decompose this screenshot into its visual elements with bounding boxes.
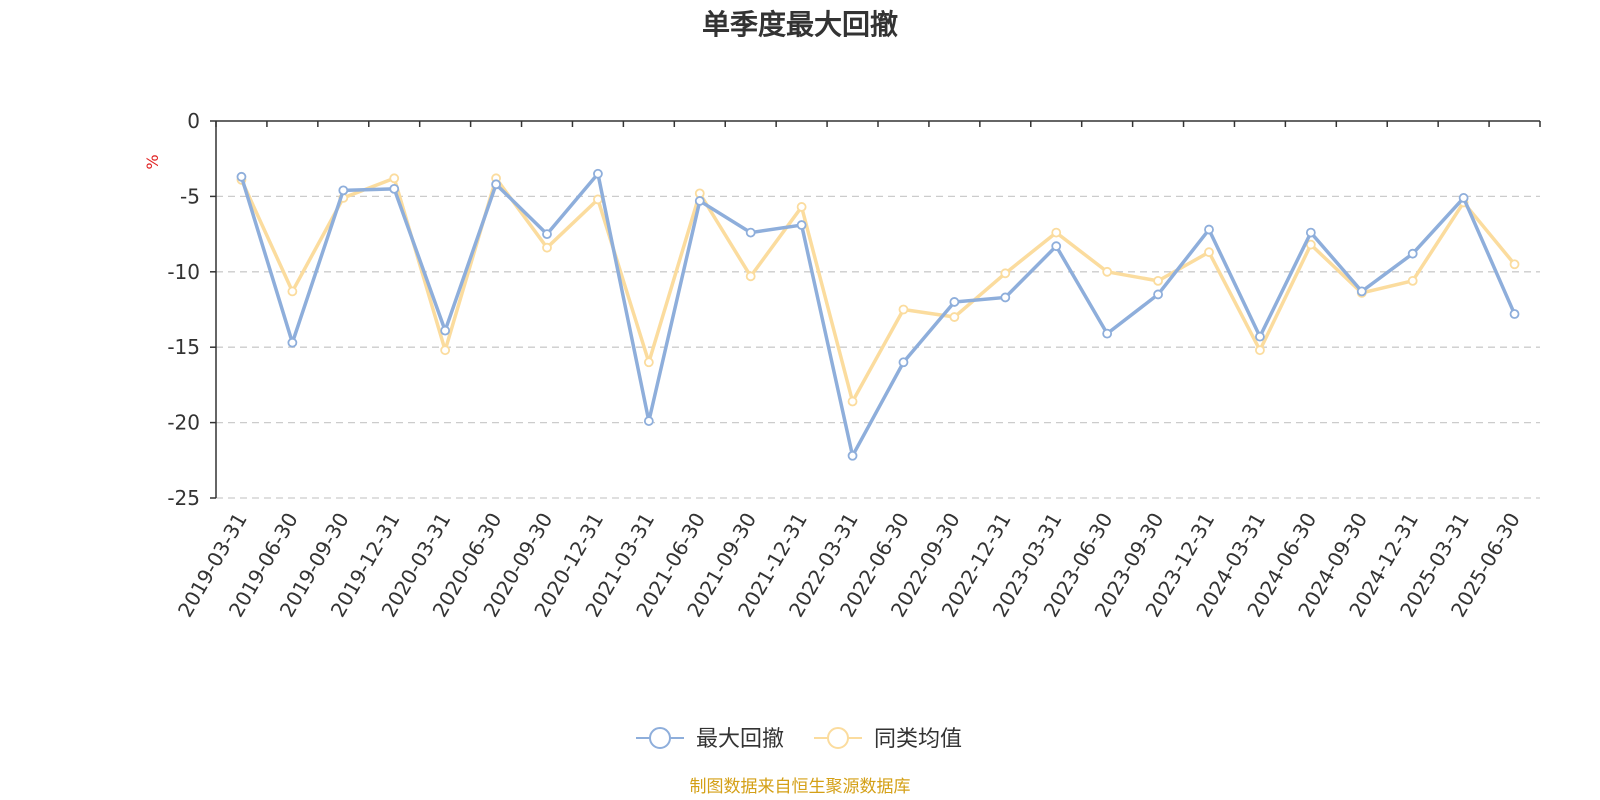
data-point: [593, 168, 603, 179]
data-point: [1305, 227, 1316, 238]
x-tick-labels: 2019-03-312019-06-302019-09-302019-12-31…: [173, 508, 1525, 621]
data-point: [643, 357, 654, 368]
data-point: [898, 357, 909, 368]
series-line: [239, 176, 1516, 404]
y-tick-label: -20: [167, 411, 200, 435]
legend-item-0[interactable]: 最大回撤: [636, 727, 784, 752]
series-line: [239, 172, 1517, 458]
data-point: [542, 242, 552, 253]
data-point: [440, 325, 451, 336]
data-point: [949, 297, 960, 307]
data-point: [1509, 309, 1520, 319]
data-point: [1000, 292, 1011, 303]
data-point: [847, 396, 858, 407]
y-tick-label: -10: [167, 260, 200, 284]
data-point: [287, 286, 298, 297]
data-point: [491, 179, 501, 190]
data-point: [1153, 289, 1163, 300]
data-point: [1051, 227, 1062, 238]
data-point: [949, 312, 960, 322]
grid-lines: [216, 195, 1540, 499]
legend-label: 同类均值: [874, 727, 962, 752]
data-point: [1407, 275, 1418, 286]
data-point: [745, 271, 756, 282]
legend-marker: [827, 727, 849, 749]
y-tick-labels: 0 -5 -10 -15 -20 -25: [167, 109, 216, 510]
data-point: [1000, 268, 1011, 279]
data-point: [745, 227, 756, 238]
data-point: [1255, 345, 1265, 356]
chart-title: 单季度最大回撤: [702, 8, 898, 41]
data-point: [1102, 328, 1113, 339]
data-point: [389, 183, 400, 194]
axes: [215, 120, 1541, 498]
series-layer: [236, 168, 1520, 461]
legend-marker: [649, 727, 671, 749]
data-point: [1051, 241, 1062, 252]
data-point: [593, 194, 603, 205]
y-tick-label: -5: [180, 184, 200, 208]
legend-label: 最大回撤: [696, 727, 784, 752]
data-point: [1204, 247, 1214, 258]
data-point: [847, 450, 858, 461]
data-point: [694, 196, 705, 206]
data-point: [1458, 193, 1469, 203]
data-point: [287, 337, 298, 348]
y-axis-unit-label: %: [143, 154, 162, 169]
data-point: [1102, 266, 1113, 277]
data-point: [643, 416, 654, 426]
data-point: [1356, 286, 1367, 297]
y-tick-label: -25: [167, 486, 200, 510]
data-point: [796, 220, 807, 230]
legend[interactable]: 最大回撤 同类均值: [636, 727, 962, 752]
data-point: [796, 202, 807, 212]
y-tick-label: 0: [187, 109, 200, 133]
data-point: [389, 173, 400, 184]
legend-item-1[interactable]: 同类均值: [814, 727, 962, 752]
data-point: [1509, 259, 1520, 270]
data-point: [338, 185, 349, 196]
data-point: [1407, 248, 1418, 259]
data-point: [440, 345, 451, 356]
y-tick-label: -15: [167, 335, 200, 359]
source-note: 制图数据来自恒生聚源数据库: [690, 777, 911, 797]
series-0: [236, 168, 1520, 461]
series-1: [236, 173, 1520, 407]
data-point: [1204, 224, 1214, 235]
data-point: [236, 171, 247, 182]
data-point: [898, 304, 909, 315]
data-point: [1255, 331, 1265, 342]
data-point: [542, 229, 552, 240]
data-point: [1153, 275, 1163, 286]
